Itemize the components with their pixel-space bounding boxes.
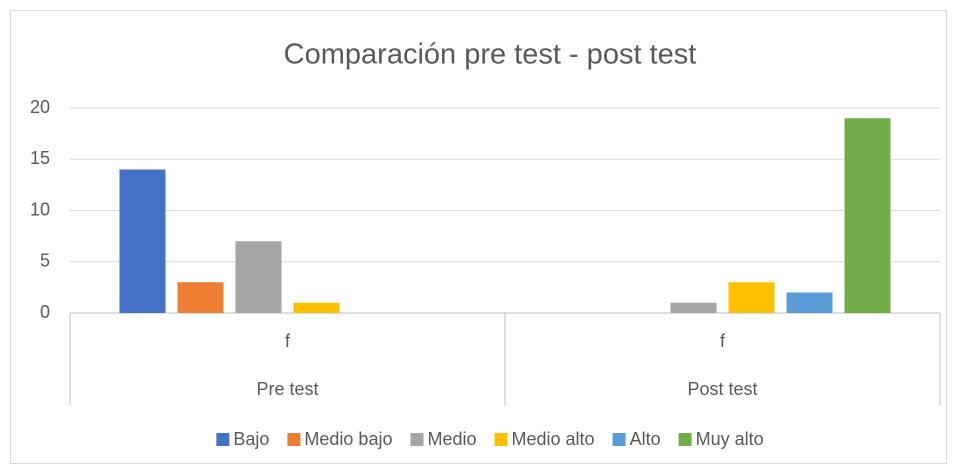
bar <box>728 282 775 313</box>
y-tick-label: 10 <box>30 199 50 219</box>
chart-border <box>10 10 947 464</box>
y-tick-label: 0 <box>40 302 50 322</box>
bar <box>235 241 282 313</box>
bar <box>293 302 340 313</box>
group-label: Post test <box>687 379 757 399</box>
legend-swatch <box>678 433 692 446</box>
bar <box>844 118 891 313</box>
y-tick-label: 15 <box>30 148 50 168</box>
legend-label: Muy alto <box>696 429 764 449</box>
x-tick-label: f <box>285 331 291 351</box>
bar <box>786 292 833 313</box>
legend-label: Medio <box>427 429 476 449</box>
legend-label: Alto <box>630 429 661 449</box>
x-tick-label: f <box>720 331 726 351</box>
y-tick-label: 20 <box>30 97 50 117</box>
bar <box>177 282 224 313</box>
y-tick-label: 5 <box>40 251 50 271</box>
legend-swatch <box>410 433 424 446</box>
legend-swatch <box>287 433 301 446</box>
bar <box>670 302 717 313</box>
legend-swatch <box>494 433 508 446</box>
bar <box>119 169 166 313</box>
group-label: Pre test <box>256 379 318 399</box>
legend-swatch <box>612 433 626 446</box>
legend-label: Bajo <box>233 429 269 449</box>
legend-label: Medio alto <box>512 429 595 449</box>
chart-title: Comparación pre test - post test <box>284 39 697 71</box>
legend-label: Medio bajo <box>304 429 392 449</box>
legend-swatch <box>216 433 230 446</box>
